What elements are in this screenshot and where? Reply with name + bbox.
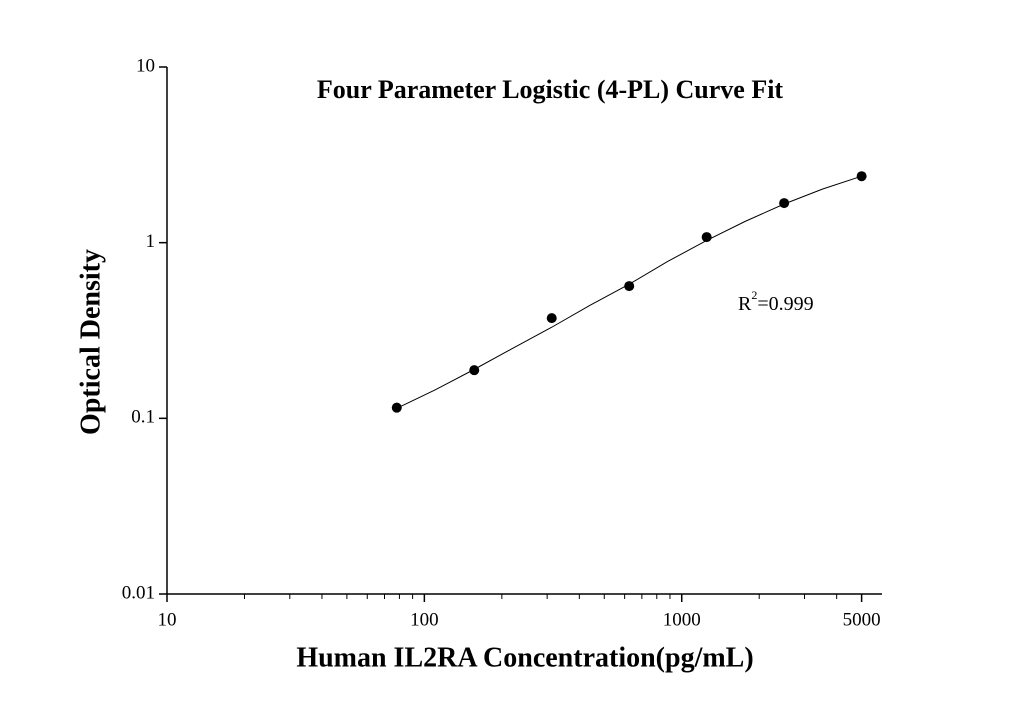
x-axis-title: Human IL2RA Concentration(pg/mL) [296,642,753,673]
chart-title: Four Parameter Logistic (4-PL) Curve Fit [317,75,784,104]
data-point [546,313,557,324]
data-point [469,365,480,376]
y-tick-label: 1 [146,231,156,252]
x-tick-label: 10 [158,609,177,630]
x-tick-label: 1000 [663,609,701,630]
data-point [701,232,712,243]
data-point [779,198,790,209]
annotation-text: =0.999 [757,293,813,315]
data-point [391,402,402,413]
x-tick-label: 100 [410,609,439,630]
x-tick-label: 5000 [843,609,881,630]
y-tick-label: 0.01 [122,582,155,603]
annotation-base: R [738,293,752,315]
y-tick-label: 10 [136,55,155,76]
annotation: R2=0.999 [738,288,814,315]
y-axis-title: Optical Density [75,249,106,435]
y-tick-label: 0.1 [131,407,155,428]
data-point [624,281,635,292]
data-point [856,171,867,182]
annotation-superscript: 2 [751,288,757,302]
